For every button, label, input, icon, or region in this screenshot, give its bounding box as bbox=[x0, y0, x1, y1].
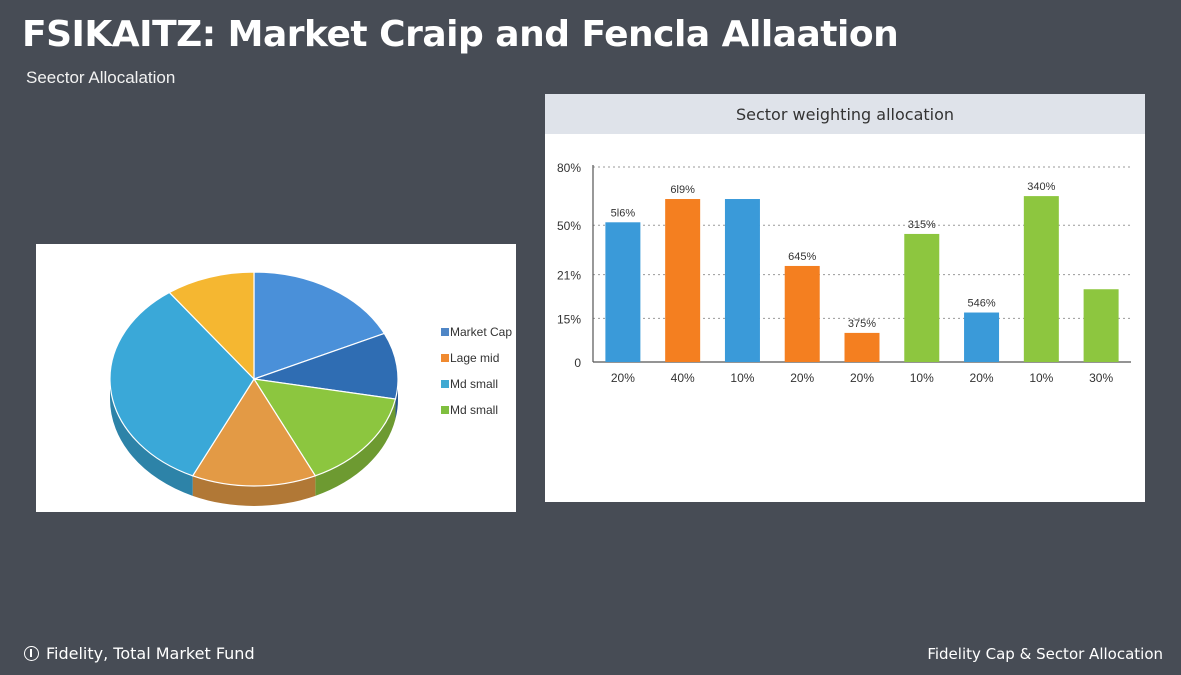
bar-5 bbox=[904, 233, 940, 362]
bar-data-label: 340% bbox=[1027, 181, 1055, 193]
x-tick-label: 10% bbox=[910, 371, 934, 385]
x-tick-label: 20% bbox=[611, 371, 635, 385]
legend-item-mid-small-2: Md small bbox=[441, 397, 512, 423]
x-tick-label: 20% bbox=[850, 371, 874, 385]
bar-chart: 0 15% 21% 50% 80% 5l6% 20% 6l9% 40% 10% 645% 20% 375… bbox=[557, 161, 1131, 385]
legend-swatch bbox=[441, 328, 449, 336]
page-subtitle: Seector Allocalation bbox=[26, 68, 176, 87]
legend-label: Lage mid bbox=[450, 351, 500, 365]
bar-7 bbox=[1023, 196, 1059, 362]
y-tick-label: 15% bbox=[557, 312, 581, 326]
pie-slice-side-4 bbox=[110, 379, 193, 496]
pie-slice-5 bbox=[168, 271, 255, 381]
x-tick-label: 30% bbox=[1089, 371, 1113, 385]
bar-6 bbox=[964, 312, 1000, 362]
bar-data-label: 645% bbox=[788, 251, 816, 263]
y-tick-label: 0 bbox=[574, 356, 581, 370]
bar-chart-panel: Sector weighting allocation 0 15% 21% 50% 80… bbox=[545, 94, 1145, 502]
pie-chart-panel: Market Cap Lage mid Md small Md small bbox=[36, 244, 516, 512]
bar-data-label: 315% bbox=[908, 219, 936, 231]
pie-slice-side-1 bbox=[395, 379, 398, 420]
y-tick-label: 80% bbox=[557, 161, 581, 175]
x-tick-label: 10% bbox=[730, 371, 754, 385]
legend-label: Md small bbox=[450, 403, 499, 417]
pie-slice-1 bbox=[253, 332, 399, 400]
pie-slice-side-2 bbox=[315, 399, 396, 496]
bar-data-label: 5l6% bbox=[611, 207, 636, 219]
y-tick-label: 21% bbox=[557, 269, 581, 283]
legend-item-mid-small: Md small bbox=[441, 371, 512, 397]
pie-chart bbox=[109, 271, 399, 506]
pie-slice-2 bbox=[252, 378, 397, 477]
y-tick-label: 50% bbox=[557, 219, 581, 233]
pie-slice-3 bbox=[191, 377, 317, 487]
pie-slice-0 bbox=[253, 271, 386, 380]
page-title: FSIKAITZ: Market Craip and Fencla Allaat… bbox=[22, 14, 899, 55]
fidelity-logo-icon bbox=[24, 646, 39, 661]
x-tick-label: 10% bbox=[1029, 371, 1053, 385]
bar-data-label: 375% bbox=[848, 318, 876, 330]
pie-slice-side-3 bbox=[192, 475, 316, 506]
bar-8 bbox=[1083, 289, 1119, 362]
legend-swatch bbox=[441, 406, 449, 414]
legend-item-market-cap: Market Cap bbox=[441, 319, 512, 345]
x-tick-label: 20% bbox=[790, 371, 814, 385]
pie-legend: Market Cap Lage mid Md small Md small bbox=[441, 319, 512, 423]
legend-swatch bbox=[441, 380, 449, 388]
legend-swatch bbox=[441, 354, 449, 362]
bar-data-label: 546% bbox=[967, 298, 995, 310]
legend-label: Md small bbox=[450, 377, 499, 391]
x-tick-label: 40% bbox=[671, 371, 695, 385]
bar-4 bbox=[844, 332, 880, 362]
legend-label: Market Cap bbox=[450, 325, 513, 339]
bar-3 bbox=[784, 265, 820, 362]
bar-0 bbox=[605, 222, 641, 362]
legend-item-large-mid: Lage mid bbox=[441, 345, 512, 371]
footer-left-label: Fidelity, Total Market Fund bbox=[46, 644, 255, 663]
footer-fund-name: Fidelity, Total Market Fund bbox=[24, 644, 255, 663]
pie-slice-4 bbox=[109, 291, 255, 477]
bar-chart-title: Sector weighting allocation bbox=[545, 94, 1145, 134]
footer-right-label: Fidelity Cap & Sector Allocation bbox=[927, 645, 1163, 663]
x-tick-label: 20% bbox=[970, 371, 994, 385]
bar-2 bbox=[724, 199, 760, 362]
bar-data-label: 6l9% bbox=[670, 184, 695, 196]
bar-1 bbox=[665, 199, 701, 362]
